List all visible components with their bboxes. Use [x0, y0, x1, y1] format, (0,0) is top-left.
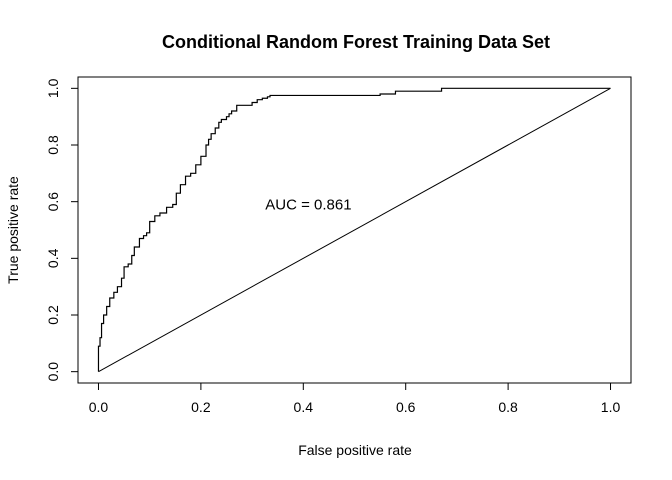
y-tick-label: 0.0: [45, 362, 61, 382]
plot-frame: [77, 76, 632, 384]
x-tick-label: 0.2: [191, 399, 211, 415]
y-tick-label: 0.4: [45, 248, 61, 268]
chart-title: Conditional Random Forest Training Data …: [162, 32, 550, 52]
auc-annotation: AUC = 0.861: [265, 197, 351, 214]
y-axis-label: True positive rate: [5, 176, 21, 284]
y-tick-label: 0.6: [45, 192, 61, 212]
x-tick-label: 0.6: [396, 399, 416, 415]
x-tick-label: 0.8: [498, 399, 518, 415]
x-tick-label: 0.0: [89, 399, 109, 415]
roc-curve: [97, 87, 611, 372]
y-tick-label: 0.8: [45, 135, 61, 155]
y-tick-label: 0.2: [45, 305, 61, 325]
y-axis: 0.0 0.2 0.4 0.6 0.8 1.0: [45, 78, 78, 381]
x-axis: 0.0 0.2 0.4 0.6 0.8 1.0: [89, 383, 621, 415]
y-tick-label: 1.0: [45, 78, 61, 98]
x-tick-label: 1.0: [601, 399, 621, 415]
x-axis-label: False positive rate: [298, 442, 412, 458]
x-tick-label: 0.4: [294, 399, 314, 415]
reference-diagonal: [98, 87, 611, 373]
